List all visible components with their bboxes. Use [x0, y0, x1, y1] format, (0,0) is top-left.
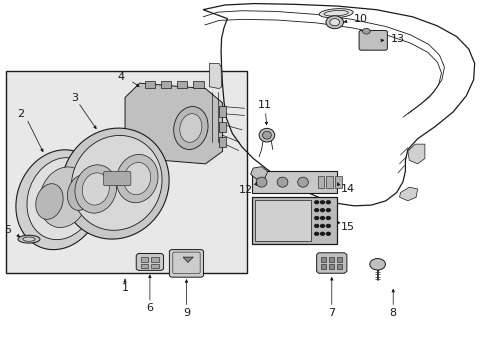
Text: 6: 6 [146, 303, 153, 314]
Bar [219, 122, 226, 132]
Ellipse shape [256, 177, 266, 187]
Polygon shape [183, 257, 193, 262]
Text: 2: 2 [17, 109, 24, 119]
Ellipse shape [27, 158, 96, 240]
Bar [336, 264, 341, 269]
Circle shape [314, 225, 318, 227]
Polygon shape [407, 144, 424, 164]
Bar [326, 176, 332, 188]
Ellipse shape [67, 175, 95, 210]
Circle shape [326, 232, 330, 235]
Bar [321, 257, 326, 262]
Bar [151, 257, 159, 262]
Bar [219, 136, 226, 147]
Circle shape [329, 19, 339, 26]
Bar [334, 176, 341, 188]
Ellipse shape [75, 165, 116, 213]
Text: 13: 13 [390, 35, 404, 44]
Text: 10: 10 [353, 14, 367, 24]
Bar [219, 107, 226, 117]
Bar [5, 71, 246, 273]
FancyBboxPatch shape [358, 31, 386, 50]
Text: 12: 12 [239, 185, 253, 195]
Ellipse shape [123, 162, 150, 195]
Polygon shape [316, 253, 346, 273]
Circle shape [326, 201, 330, 204]
Text: 14: 14 [340, 184, 354, 194]
Circle shape [325, 16, 343, 29]
Bar [317, 176, 324, 188]
Circle shape [314, 232, 318, 235]
Bar [141, 264, 148, 268]
Ellipse shape [180, 114, 202, 142]
FancyBboxPatch shape [103, 171, 131, 186]
Bar [251, 171, 336, 193]
Bar [176, 81, 187, 88]
Bar [144, 81, 155, 88]
Bar [151, 264, 159, 268]
Circle shape [320, 232, 324, 235]
Ellipse shape [319, 9, 352, 18]
Bar [328, 264, 333, 269]
Bar [336, 257, 341, 262]
Ellipse shape [16, 150, 102, 249]
Bar [321, 264, 326, 269]
Text: 5: 5 [4, 225, 11, 235]
Circle shape [326, 217, 330, 220]
Circle shape [362, 28, 369, 34]
Polygon shape [136, 253, 163, 270]
Ellipse shape [259, 129, 274, 142]
Ellipse shape [116, 154, 158, 203]
Polygon shape [209, 63, 221, 89]
Text: 3: 3 [71, 93, 78, 103]
Circle shape [326, 225, 330, 227]
Circle shape [314, 209, 318, 212]
Circle shape [369, 258, 385, 270]
Ellipse shape [61, 128, 169, 239]
Circle shape [320, 209, 324, 212]
Text: 8: 8 [389, 308, 396, 318]
Ellipse shape [23, 237, 35, 241]
Bar [160, 81, 171, 88]
Text: 15: 15 [340, 222, 354, 231]
Text: 7: 7 [327, 308, 335, 318]
Bar [251, 197, 336, 244]
Bar [255, 200, 311, 241]
Circle shape [314, 217, 318, 220]
Ellipse shape [18, 235, 40, 243]
Circle shape [320, 217, 324, 220]
Text: 9: 9 [183, 308, 190, 318]
Circle shape [320, 225, 324, 227]
Circle shape [326, 209, 330, 212]
Polygon shape [125, 83, 222, 164]
Ellipse shape [173, 107, 207, 149]
Ellipse shape [82, 173, 109, 205]
Polygon shape [399, 187, 417, 201]
Ellipse shape [297, 177, 308, 187]
Text: 4: 4 [118, 72, 125, 82]
Ellipse shape [36, 184, 63, 219]
Ellipse shape [262, 131, 271, 139]
Text: 11: 11 [258, 100, 271, 111]
Ellipse shape [71, 135, 162, 230]
Ellipse shape [277, 177, 287, 187]
Bar [141, 257, 148, 262]
Circle shape [314, 201, 318, 204]
Circle shape [320, 201, 324, 204]
Text: 1: 1 [122, 283, 128, 293]
Bar [192, 81, 203, 88]
Ellipse shape [39, 167, 89, 228]
FancyBboxPatch shape [169, 249, 203, 277]
Bar [328, 257, 333, 262]
